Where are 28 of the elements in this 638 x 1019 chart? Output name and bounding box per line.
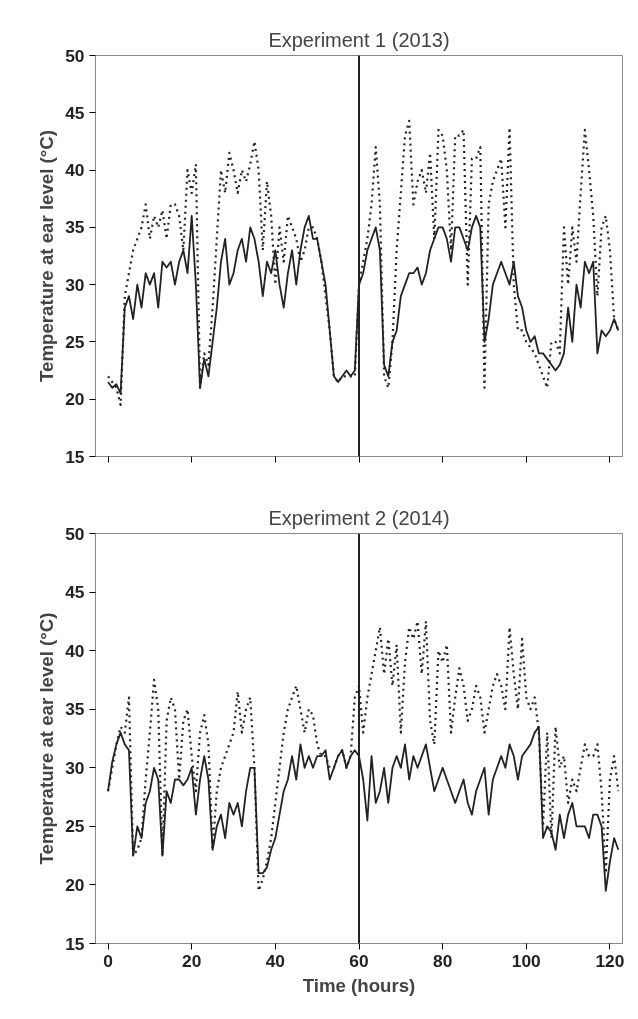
x-tick-label: 120 xyxy=(595,950,625,971)
y-tick-label: 40 xyxy=(65,640,85,661)
y-axis-title: Temperature at ear level (°C) xyxy=(36,130,58,382)
y-tick-label: 40 xyxy=(65,160,85,181)
y-tick-label: 25 xyxy=(65,816,85,837)
x-tick-label: 20 xyxy=(182,950,202,971)
x-tick-label: 0 xyxy=(103,950,113,971)
y-axis-title: Temperature at ear level (°C) xyxy=(36,612,58,865)
y-tick-label: 35 xyxy=(65,217,85,238)
y-tick-label: 50 xyxy=(65,523,85,544)
y-tick-label: 45 xyxy=(65,102,85,123)
chart-title: Experiment 1 (2013) xyxy=(268,28,450,51)
y-tick-label: 45 xyxy=(65,582,85,603)
x-axis-title: Time (hours) xyxy=(302,974,416,996)
y-tick-label: 20 xyxy=(65,874,85,895)
y-tick-label: 30 xyxy=(65,274,85,295)
x-tick-label: 80 xyxy=(433,950,453,971)
y-tick-label: 15 xyxy=(65,446,85,467)
y-tick-label: 35 xyxy=(65,699,85,720)
y-tick-label: 20 xyxy=(65,389,85,410)
x-tick-label: 40 xyxy=(265,950,285,971)
y-tick-label: 50 xyxy=(65,45,85,66)
x-tick-label: 100 xyxy=(511,950,541,971)
chart-title: Experiment 2 (2014) xyxy=(268,506,450,529)
y-tick-label: 15 xyxy=(65,933,85,954)
y-tick-label: 25 xyxy=(65,331,85,352)
x-tick-label: 60 xyxy=(349,950,369,971)
y-tick-label: 30 xyxy=(65,757,85,778)
